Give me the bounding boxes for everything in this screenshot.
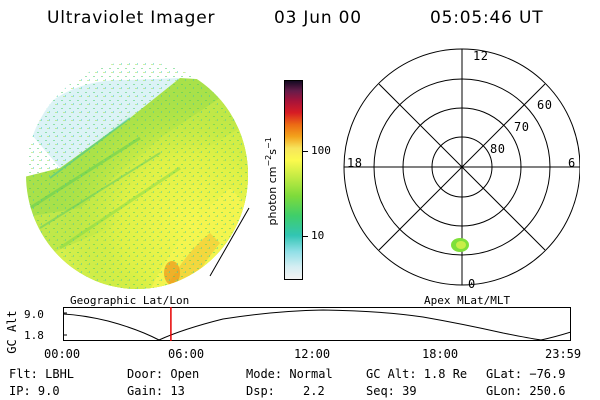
units-exponent-s: −1 <box>264 137 274 149</box>
colorbar-tick-100 <box>303 151 308 152</box>
y-axis-title: GC Alt <box>5 310 19 354</box>
units-prefix: photon cm <box>265 166 279 226</box>
gc-alt-info: GC Alt: 1.8 Re <box>366 367 468 381</box>
x-tick-0600: 06:00 <box>168 347 205 361</box>
y-tick-9: 9.0 <box>24 308 44 321</box>
mlt-label-0: 0 <box>468 277 476 290</box>
altitude-curve <box>63 309 571 341</box>
header-bar: Ultraviolet Imager 03 Jun 00 05:05:46 UT <box>0 0 600 36</box>
gain-info: Gain: 13 <box>127 384 185 398</box>
lat-label-60: 60 <box>537 98 552 112</box>
x-tick-1800: 18:00 <box>422 347 459 361</box>
dsp-label: Dsp: <box>246 384 275 398</box>
lat-label-70: 70 <box>514 120 529 134</box>
observation-time: 05:05:46 UT <box>430 8 544 28</box>
uv-globe-image <box>26 61 250 289</box>
colorbar-units: photon cm−2s−1 <box>264 94 279 269</box>
mode-info: Mode: Normal <box>246 367 333 381</box>
polar-diagonal-2 <box>378 83 546 251</box>
altitude-graph <box>63 307 571 341</box>
dsp-value: 2.2 <box>303 384 325 398</box>
graph-frame <box>63 307 571 341</box>
colorbar-label-100: 100 <box>311 144 331 157</box>
instrument-title: Ultraviolet Imager <box>47 8 216 28</box>
x-tick-2359: 23:59 <box>545 347 582 361</box>
door-info: Door: Open <box>127 367 200 381</box>
ip-info: IP: 9.0 <box>9 384 60 398</box>
aurora-spot-core <box>456 241 466 249</box>
geographic-title: Geographic Lat/Lon <box>70 294 190 307</box>
mlt-label-6: 6 <box>568 156 576 170</box>
apex-title: Apex MLat/MLT <box>424 294 511 307</box>
glon-info: GLon: 250.6 <box>486 384 566 398</box>
mlt-label-12: 12 <box>473 49 488 63</box>
colorbar-tick-10 <box>303 236 308 237</box>
lat-label-80: 80 <box>490 142 505 156</box>
colorbar-label-10: 10 <box>311 229 325 242</box>
observation-date: 03 Jun 00 <box>274 8 362 28</box>
seq-info: Seq: 39 <box>366 384 417 398</box>
x-tick-1200: 12:00 <box>294 347 331 361</box>
mlt-label-18: 18 <box>347 156 362 170</box>
units-exponent-cm: −2 <box>264 154 274 167</box>
colorbar-gradient <box>284 80 303 280</box>
units-seconds: s <box>265 148 279 155</box>
y-tick-1-8: 1.8 <box>24 329 44 342</box>
x-tick-0000: 00:00 <box>44 347 81 361</box>
filter-info: Flt: LBHL <box>9 367 75 381</box>
glat-info: GLat: −76.9 <box>486 367 566 381</box>
colorbar: 100 10 photon cm−2s−1 <box>262 76 331 286</box>
polar-plot: 12 6 0 18 60 70 80 <box>343 48 580 290</box>
